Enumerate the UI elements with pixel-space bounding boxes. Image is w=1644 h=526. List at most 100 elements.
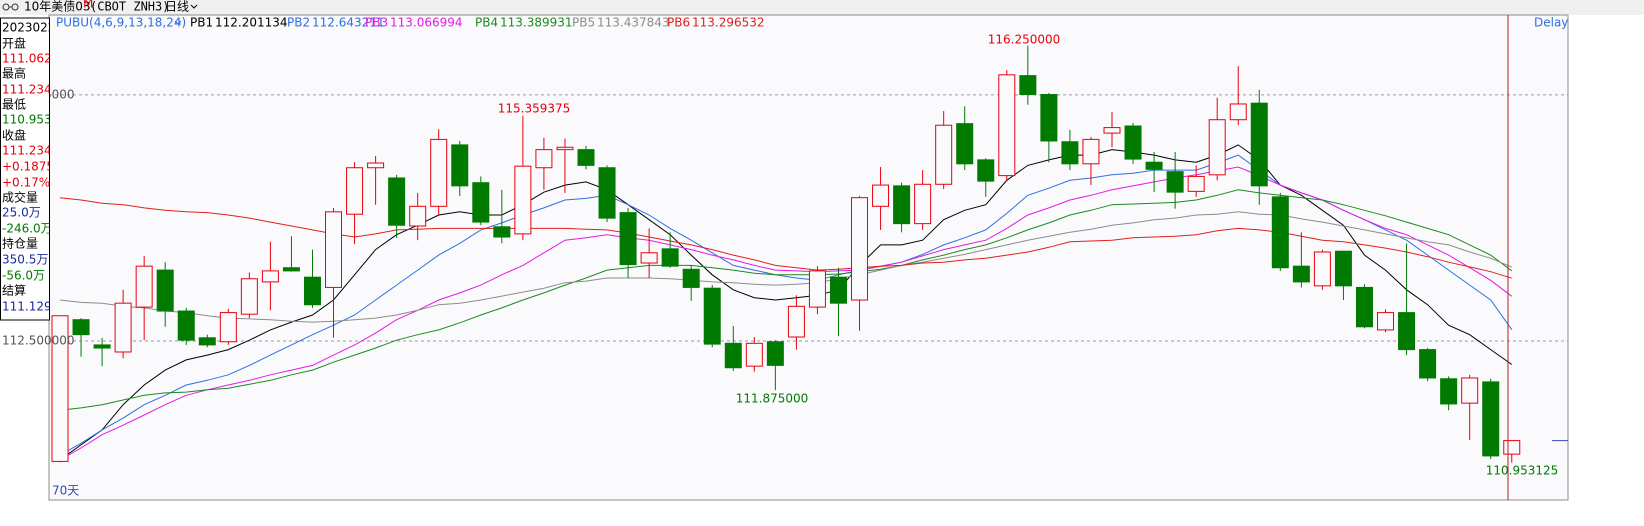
candle-body — [935, 124, 953, 185]
candle-body — [1229, 103, 1247, 121]
change: +0.1875 — [2, 160, 54, 174]
legend-value: 113.437843 — [597, 16, 670, 30]
ma-line — [59, 197, 1512, 279]
indicator-caret[interactable] — [174, 20, 182, 25]
candle-body — [1482, 381, 1500, 457]
candle-body — [1019, 75, 1037, 96]
candle-body — [640, 252, 658, 264]
volume: 25.0万 — [2, 206, 41, 220]
y-tick-label: 112.500000 — [2, 333, 75, 347]
settle: 111.129 — [2, 300, 52, 314]
change-pct: +0.17% — [2, 176, 50, 190]
candle-body — [535, 149, 553, 169]
symbol-mark: M — [83, 0, 93, 11]
period-caret[interactable] — [190, 4, 198, 9]
candle-body — [430, 138, 448, 207]
candle-body — [1377, 312, 1395, 331]
candle-body — [282, 267, 300, 272]
sidebar-rows: 20230222 开盘 111.0625 最高 111.234375 最低 11… — [2, 21, 75, 314]
candle-body — [808, 270, 826, 308]
open-value: 111.0625 — [2, 52, 59, 66]
close-label: 收盘 — [2, 128, 26, 143]
span-label: 70天 — [52, 484, 79, 498]
candle-body — [1040, 94, 1058, 142]
candle-body — [661, 248, 679, 267]
candle-body — [493, 226, 511, 238]
low-label: 最低 — [2, 98, 26, 112]
price-annotation: 111.875000 — [736, 392, 809, 406]
symbol-code: (CBOT ZNH3) — [90, 0, 169, 14]
legend-name: PB2 — [287, 16, 310, 30]
candle-body — [829, 276, 847, 304]
legend-name: PB4 — [475, 16, 498, 30]
oi-label: 持仓量 — [2, 236, 38, 251]
candle-body — [1461, 377, 1479, 404]
candle-body — [1124, 125, 1142, 160]
candle-body — [1292, 265, 1310, 283]
close-value: 111.234375 — [2, 144, 75, 158]
ma-line — [59, 154, 1513, 456]
candle-body — [51, 315, 69, 462]
high-label: 最高 — [2, 66, 26, 81]
candle-body — [472, 182, 490, 223]
candle-body — [556, 146, 574, 151]
ma-line — [59, 166, 1513, 461]
candle-body — [787, 305, 805, 338]
candle-body — [177, 310, 195, 341]
candle-body — [872, 184, 890, 207]
candle-body — [1103, 127, 1121, 134]
low-value: 110.953125 — [2, 113, 75, 127]
candle-body — [514, 165, 532, 235]
legend-value: 113.066994 — [390, 16, 463, 30]
candle-body — [93, 344, 111, 349]
candle-body — [1166, 171, 1184, 193]
legend-value: 112.201134 — [215, 16, 288, 30]
candle-body — [998, 74, 1016, 177]
candle-body — [956, 123, 974, 165]
candle-body — [346, 167, 364, 215]
candle-body — [724, 342, 742, 369]
candle-body — [303, 276, 321, 306]
candle-body — [1208, 119, 1226, 176]
indicator-selector[interactable]: PUBU(4,6,9,13,18,24) — [56, 16, 186, 30]
ma-line — [59, 211, 1512, 323]
candle-body — [451, 144, 469, 187]
candle-body — [114, 302, 132, 353]
candle-body — [240, 278, 258, 315]
legend-name: PB3 — [365, 16, 388, 30]
open-label: 开盘 — [2, 36, 26, 51]
candle-body — [1313, 251, 1331, 287]
candle-body — [766, 341, 784, 366]
oi: 350.5万 — [2, 253, 48, 267]
candle-body — [1271, 196, 1289, 269]
candle-body — [598, 167, 616, 219]
delay-label: Delay — [1534, 16, 1568, 30]
period-selector[interactable]: 日线 — [165, 0, 189, 14]
plot — [49, 15, 1568, 500]
legend-name: PB6 — [667, 16, 690, 30]
volume-change: -246.0万 — [2, 222, 53, 236]
legend-value: 113.296532 — [692, 16, 765, 30]
candle-body — [893, 185, 911, 225]
candle-body — [1061, 141, 1079, 165]
candle-body — [156, 269, 174, 312]
candle-body — [914, 183, 932, 225]
top-bar — [0, 0, 1644, 15]
candle-body — [1398, 312, 1416, 351]
candle-body — [703, 287, 721, 345]
candle-body — [682, 268, 700, 288]
legend-name: PB1 — [190, 16, 213, 30]
candle-body — [1355, 286, 1373, 328]
candle-body — [325, 211, 343, 288]
symbol-icon — [2, 3, 19, 11]
candle-body — [219, 312, 237, 343]
legend-value: 113.389931 — [500, 16, 573, 30]
symbol-title: 10年美债03 — [24, 0, 91, 14]
candle-body — [409, 205, 427, 227]
candle-body — [977, 159, 995, 182]
candle-body — [851, 197, 869, 301]
candle-body — [198, 337, 216, 346]
date: 20230222 — [2, 21, 63, 35]
legend-value: 112.643211 — [312, 16, 385, 30]
